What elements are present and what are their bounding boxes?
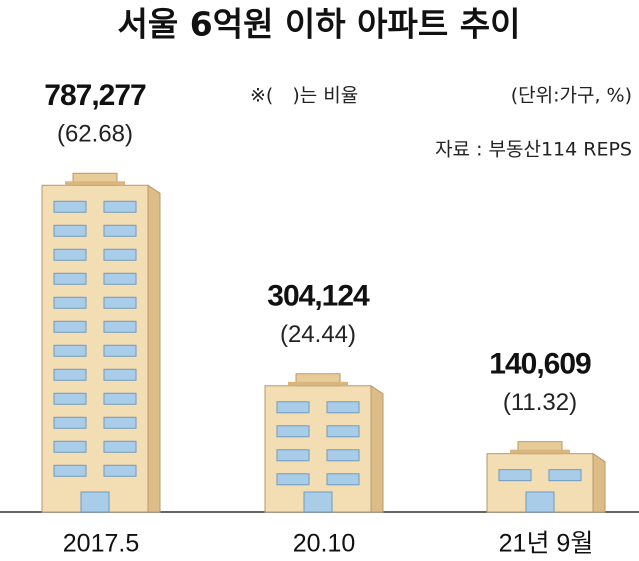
note: ※( )는 비율 xyxy=(250,85,358,107)
window xyxy=(53,464,87,477)
door xyxy=(80,491,110,513)
building-side xyxy=(147,184,161,513)
ratio-label: (62.68) xyxy=(57,121,133,148)
x-tick-label: 20.10 xyxy=(293,530,356,558)
window xyxy=(53,392,87,405)
window xyxy=(276,473,310,486)
x-tick-label: 21년 9월 xyxy=(499,530,594,558)
source: 자료 : 부동산114 REPS xyxy=(435,139,632,161)
roof-cap xyxy=(288,381,348,386)
window xyxy=(53,200,87,213)
window xyxy=(53,440,87,453)
roof-cap xyxy=(510,449,570,454)
door xyxy=(303,491,333,513)
window xyxy=(326,401,360,414)
window xyxy=(326,425,360,438)
window xyxy=(103,440,137,453)
door xyxy=(525,491,555,513)
window xyxy=(103,272,137,285)
window xyxy=(53,224,87,237)
window xyxy=(326,473,360,486)
window xyxy=(276,401,310,414)
roof-cap xyxy=(65,181,125,186)
window xyxy=(276,449,310,462)
window xyxy=(53,248,87,261)
window xyxy=(53,296,87,309)
value-label: 787,277 xyxy=(44,79,146,112)
building-side xyxy=(370,384,384,513)
window xyxy=(103,224,137,237)
chart-title: 서울 6억원 이하 아파트 추이 xyxy=(118,5,521,44)
ratio-label: (24.44) xyxy=(280,321,356,348)
window xyxy=(103,416,137,429)
window xyxy=(103,200,137,213)
window xyxy=(103,320,137,333)
window xyxy=(103,392,137,405)
window xyxy=(103,296,137,309)
window xyxy=(103,464,137,477)
value-label: 140,609 xyxy=(489,348,591,381)
window xyxy=(53,368,87,381)
building-side xyxy=(592,452,606,513)
value-label: 304,124 xyxy=(267,280,370,313)
window xyxy=(548,469,582,482)
window xyxy=(276,425,310,438)
window xyxy=(498,469,532,482)
window xyxy=(53,344,87,357)
ratio-label: (11.32) xyxy=(503,389,577,416)
x-tick-label: 2017.5 xyxy=(63,530,139,558)
window xyxy=(326,449,360,462)
window xyxy=(103,248,137,261)
window xyxy=(103,368,137,381)
unit-note: (단위:가구, %) xyxy=(511,85,632,107)
window xyxy=(53,416,87,429)
window xyxy=(53,272,87,285)
window xyxy=(53,320,87,333)
window xyxy=(103,344,137,357)
